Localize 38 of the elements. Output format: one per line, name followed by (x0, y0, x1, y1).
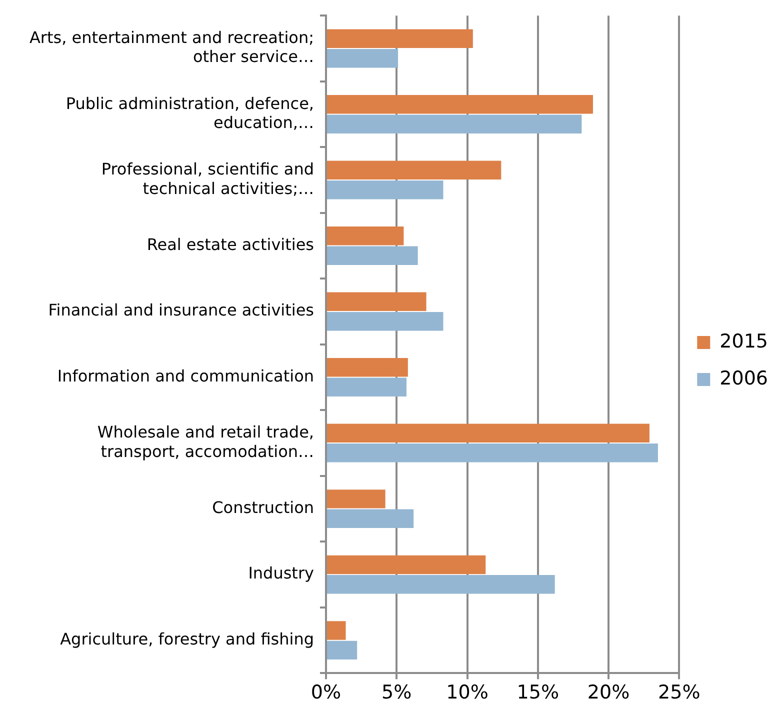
y-tick-label: Agriculture, forestry and fishing (60, 629, 314, 648)
x-tick-label: 0% (310, 682, 342, 704)
bar (327, 160, 502, 180)
y-tick-label: Real estate activities (146, 234, 314, 254)
y-tick-label: Wholesale and retail trade, transport, accomodation… (97, 422, 314, 461)
bar (327, 292, 426, 312)
y-tick-label: Public administration, defence, education,… (66, 94, 314, 132)
bar (327, 180, 444, 200)
bar (327, 555, 486, 574)
bar (327, 246, 418, 265)
x-tick-label: 5% (382, 682, 412, 704)
bar (327, 114, 582, 134)
x-tick-label: 15% (516, 682, 560, 704)
bar (327, 509, 414, 528)
bar (327, 378, 407, 397)
y-tick-label: Professional, scientific and technical activities;… (101, 160, 314, 198)
bar (327, 226, 404, 246)
bar (327, 490, 386, 508)
x-tick-label: 25% (658, 682, 700, 704)
bar (327, 444, 658, 462)
legend-label: 2015 (720, 330, 768, 352)
y-tick-label: Financial and insurance activities (48, 300, 314, 320)
bar (327, 29, 473, 48)
bar (327, 424, 650, 443)
x-tick-label: 20% (587, 682, 630, 704)
bar (327, 640, 358, 660)
y-tick-label: Arts, entertainment and recreation; other service… (29, 28, 314, 66)
bar (327, 358, 408, 377)
y-tick-label: Construction (212, 498, 314, 517)
y-tick-label: Industry (248, 564, 314, 583)
bar (327, 621, 346, 640)
x-tick-label: 10% (446, 682, 488, 704)
bar (327, 95, 593, 114)
y-tick-label: Information and communication (57, 366, 314, 386)
bar (327, 575, 555, 594)
bar (327, 312, 444, 331)
bar (327, 48, 398, 68)
legend-label: 2006 (720, 367, 768, 390)
